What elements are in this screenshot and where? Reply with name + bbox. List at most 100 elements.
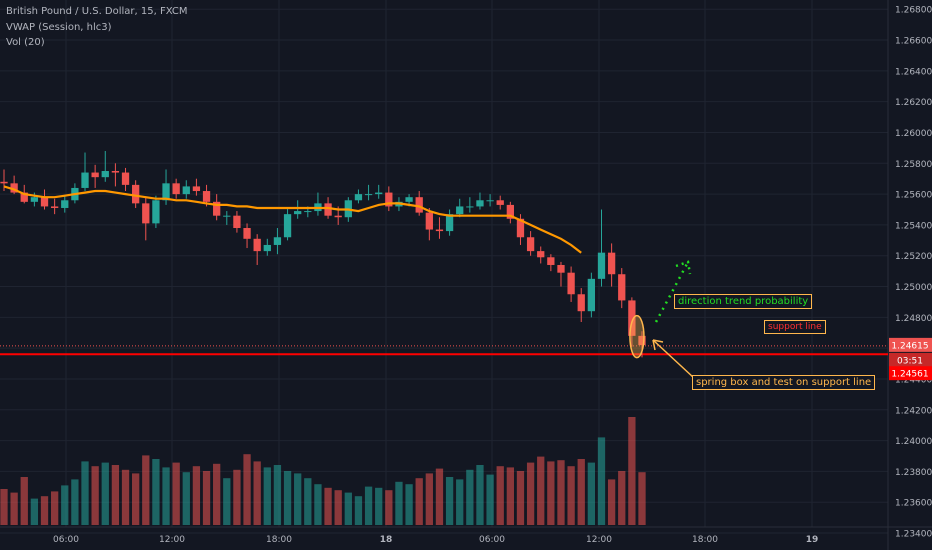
volume-bar	[476, 465, 484, 525]
volume-bar	[425, 473, 433, 525]
price-tick-label: 1.26800	[895, 6, 932, 16]
volume-bar	[344, 492, 352, 525]
volume-bar	[354, 496, 363, 525]
volume-bar	[121, 469, 130, 525]
candle-body	[101, 171, 109, 178]
support-annotation: support line	[764, 320, 826, 334]
volume-bar	[506, 467, 514, 525]
candle-body	[182, 186, 190, 195]
volume-bar	[375, 487, 383, 525]
price-tick-label: 1.23600	[895, 499, 932, 509]
time-tick-label: 12:00	[586, 535, 612, 545]
candle-body	[557, 264, 565, 273]
volume-bar	[30, 498, 39, 525]
volume-bar	[0, 489, 8, 525]
volume-bar	[273, 465, 282, 525]
countdown-tag-bg	[889, 352, 932, 367]
candle-body	[334, 215, 342, 218]
price-tick-label: 1.24200	[895, 406, 932, 416]
volume-bar	[324, 487, 332, 525]
volume-bar	[486, 474, 494, 525]
current-price-tag-bg	[889, 337, 932, 352]
volume-bar	[587, 462, 596, 525]
candle-body	[30, 197, 39, 202]
candle-body	[132, 184, 140, 204]
candle-body	[40, 197, 49, 207]
candle-body	[142, 203, 150, 224]
volume-bar	[445, 477, 454, 525]
candle-body	[547, 257, 555, 265]
candle-body	[628, 300, 636, 336]
candle-body	[577, 294, 585, 312]
volume-bar	[192, 466, 201, 525]
volume-bar	[385, 490, 393, 525]
candle-body	[111, 171, 120, 173]
candle-body	[405, 197, 413, 202]
price-tick-label: 1.23400	[895, 530, 932, 540]
current-price-tag: 1.24615	[891, 341, 928, 351]
vwap-line	[3, 185, 582, 254]
volume-bar	[334, 490, 342, 525]
volume-bar	[91, 466, 99, 525]
countdown-tag: 03:51	[897, 356, 923, 366]
candle-body	[263, 244, 271, 252]
price-tick-label: 1.24400	[895, 375, 932, 385]
candle-body	[20, 192, 28, 202]
volume-bar	[233, 469, 241, 525]
volume-bar	[253, 461, 261, 525]
volume-bar	[223, 478, 231, 525]
candle-body	[213, 201, 221, 216]
candle-body	[526, 237, 535, 252]
candle-body	[243, 228, 251, 239]
candle-body	[597, 252, 606, 279]
volume-bar	[395, 481, 403, 525]
volume-bar	[152, 459, 160, 525]
candle-body	[567, 272, 575, 295]
price-tick-label: 1.26600	[895, 37, 932, 47]
volume-bar	[557, 460, 565, 525]
candle-body	[233, 215, 241, 229]
volume-bar	[456, 479, 464, 525]
candle-body	[253, 238, 261, 252]
time-tick-label: 12:00	[159, 535, 185, 545]
volume-bar	[142, 455, 150, 525]
time-tick-label: 18:00	[692, 535, 718, 545]
candle-body	[121, 172, 130, 185]
price-tick-label: 1.26400	[895, 67, 932, 77]
candle-body	[364, 194, 373, 196]
spring-annotation: spring box and test on support line	[692, 375, 876, 390]
candle-body	[476, 200, 484, 207]
price-tick-label: 1.25200	[895, 252, 932, 262]
support-price-tag-bg	[889, 366, 932, 381]
volume-bar	[577, 459, 585, 525]
trend-arrowhead	[675, 260, 692, 275]
volume-bar	[71, 479, 79, 525]
candle-body	[506, 204, 514, 219]
volume-bar	[101, 462, 109, 525]
candle-body	[202, 191, 211, 202]
time-tick-label: 06:00	[53, 535, 79, 545]
volume-bar	[314, 484, 322, 525]
price-tick-label: 1.23800	[895, 468, 932, 478]
candle-body	[587, 278, 596, 312]
spring-arrowhead	[652, 339, 664, 351]
candle-body	[91, 172, 99, 178]
volume-bar	[405, 484, 413, 525]
candle-body	[607, 252, 616, 275]
volume-bar	[202, 471, 211, 525]
volume-bar	[283, 471, 292, 525]
volume-bar	[172, 462, 180, 525]
time-tick-label: 18	[380, 535, 393, 545]
candle-body	[537, 251, 545, 258]
candle-body	[294, 211, 302, 215]
volume-bar	[415, 478, 423, 525]
volume-legend: Vol (20)	[6, 37, 45, 48]
volume-bar	[304, 478, 312, 525]
candle-body	[172, 183, 180, 195]
volume-bar	[182, 472, 190, 525]
candle-body	[61, 200, 69, 208]
candle-body	[516, 218, 525, 238]
time-tick-label: 19	[806, 535, 819, 545]
